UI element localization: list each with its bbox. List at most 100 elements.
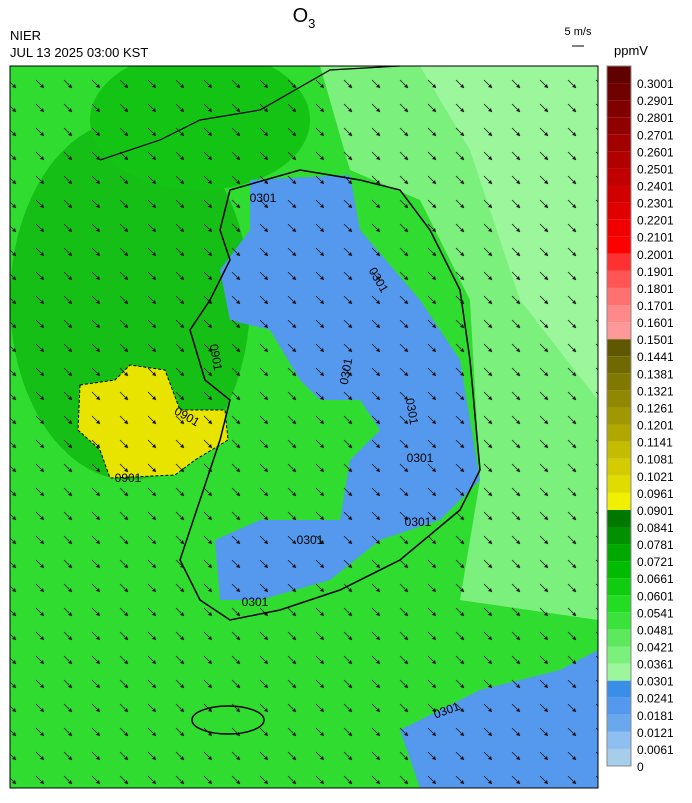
wind-field bbox=[10, 66, 598, 788]
colorbar-tick-label: 0.0121 bbox=[637, 726, 674, 740]
colorbar-swatch bbox=[607, 748, 631, 766]
colorbar-swatch bbox=[607, 236, 631, 254]
colorbar-tick-label: 0.2201 bbox=[637, 214, 674, 228]
colorbar-swatch bbox=[607, 322, 631, 340]
colorbar-swatch bbox=[607, 373, 631, 391]
colorbar-swatch bbox=[607, 441, 631, 459]
map-frame bbox=[9, 65, 599, 789]
colorbar-swatch bbox=[607, 390, 631, 408]
colorbar-frame bbox=[606, 65, 632, 767]
colorbar-swatch bbox=[607, 168, 631, 186]
colorbar-tick-label: 0.0061 bbox=[637, 743, 674, 757]
wind-scale-label: 5 m/s bbox=[565, 26, 592, 38]
colorbar-swatch bbox=[607, 680, 631, 698]
unit: ppmV bbox=[614, 43, 648, 58]
colorbar-swatch bbox=[607, 612, 631, 630]
colorbar-swatch bbox=[607, 83, 631, 101]
contour-label: 0301 bbox=[242, 595, 269, 609]
colorbar: 0 0.0061 0.0121 0.0181 0.0241 0.0301 0.0361 0.0… bbox=[606, 65, 674, 774]
contour-label: 0301 bbox=[297, 533, 324, 547]
colorbar-swatch bbox=[607, 100, 631, 118]
colorbar-swatch bbox=[607, 270, 631, 288]
colorbar-swatch bbox=[607, 424, 631, 442]
colorbar-tick-label: 0.2401 bbox=[637, 180, 674, 194]
colorbar-tick-label: 0.0961 bbox=[637, 487, 674, 501]
colorbar-swatch bbox=[607, 629, 631, 647]
colorbar-tick-label: 0.0721 bbox=[637, 555, 674, 569]
colorbar-tick-label: 0.2701 bbox=[637, 128, 674, 142]
colorbar-tick-label: 0 bbox=[637, 760, 644, 774]
colorbar-tick-label: 0.1801 bbox=[637, 282, 674, 296]
colorbar-swatch bbox=[607, 509, 631, 527]
colorbar-tick-label: 0.1601 bbox=[637, 316, 674, 330]
colorbar-swatch bbox=[607, 697, 631, 715]
colorbar-tick-label: 0.1141 bbox=[637, 436, 673, 450]
map: 0301030103010301030103010301030103010901… bbox=[10, 66, 598, 788]
colorbar-tick-label: 0.2301 bbox=[637, 197, 674, 211]
colorbar-tick-label: 0.3001 bbox=[637, 77, 674, 91]
colorbar-swatch bbox=[607, 219, 631, 237]
contour-label: 0901 bbox=[115, 471, 142, 485]
colorbar-tick-label: 0.0301 bbox=[637, 675, 674, 689]
colorbar-tick-label: 0.2901 bbox=[637, 94, 674, 108]
colorbar-tick-label: 0.1021 bbox=[637, 470, 674, 484]
colorbar-swatch bbox=[607, 134, 631, 152]
colorbar-tick-label: 0.0181 bbox=[637, 709, 674, 723]
contour-label: 0301 bbox=[403, 397, 421, 426]
colorbar-swatch bbox=[607, 578, 631, 596]
colorbar-tick-label: 0.1901 bbox=[637, 265, 674, 279]
colorbar-tick-label: 0.0541 bbox=[637, 606, 674, 620]
contour-label: 0301 bbox=[405, 515, 432, 529]
colorbar-tick-label: 0.2101 bbox=[637, 231, 674, 245]
contour-label: 0301 bbox=[407, 451, 434, 465]
colorbar-swatch bbox=[607, 407, 631, 425]
colorbar-tick-label: 0.1381 bbox=[637, 367, 674, 381]
colorbar-swatch bbox=[607, 475, 631, 493]
colorbar-tick-label: 0.0241 bbox=[637, 692, 674, 706]
colorbar-swatch bbox=[607, 646, 631, 664]
colorbar-tick-label: 0.0361 bbox=[637, 658, 674, 672]
agency: NIER bbox=[10, 28, 41, 43]
colorbar-tick-label: 0.0901 bbox=[637, 504, 674, 518]
contour-label: 0301 bbox=[250, 191, 277, 205]
colorbar-swatch bbox=[607, 731, 631, 749]
datetime: JUL 13 2025 03:00 KST bbox=[10, 45, 148, 60]
contour-label: 0301 bbox=[337, 357, 355, 386]
colorbar-swatch bbox=[607, 66, 631, 84]
colorbar-swatch bbox=[607, 526, 631, 545]
colorbar-tick-label: 0.1701 bbox=[637, 299, 674, 313]
colorbar-swatch bbox=[607, 151, 631, 169]
colorbar-tick-label: 0.2801 bbox=[637, 111, 674, 125]
colorbar-swatch bbox=[607, 339, 631, 357]
colorbar-tick-label: 0.0481 bbox=[637, 623, 674, 637]
colorbar-tick-label: 0.1501 bbox=[637, 333, 674, 347]
colorbar-swatch bbox=[607, 117, 631, 135]
colorbar-tick-label: 0.1201 bbox=[637, 419, 674, 433]
colorbar-swatch bbox=[607, 202, 631, 220]
colorbar-tick-label: 0.1321 bbox=[637, 384, 674, 398]
colorbar-swatch bbox=[607, 492, 631, 510]
colorbar-tick-label: 0.1261 bbox=[637, 401, 674, 415]
colorbar-tick-label: 0.2601 bbox=[637, 145, 674, 159]
colorbar-tick-label: 0.0841 bbox=[637, 521, 674, 535]
colorbar-swatch bbox=[607, 458, 631, 476]
colorbar-swatch bbox=[607, 544, 631, 562]
colorbar-swatch bbox=[607, 287, 631, 306]
title: O3 bbox=[293, 5, 316, 31]
colorbar-swatch bbox=[607, 561, 631, 579]
colorbar-tick-label: 0.1441 bbox=[637, 350, 674, 364]
contour-label: 0901 bbox=[207, 343, 225, 372]
colorbar-swatch bbox=[607, 253, 631, 271]
colorbar-tick-label: 0.0601 bbox=[637, 589, 674, 603]
colorbar-swatch bbox=[607, 305, 631, 323]
colorbar-tick-label: 0.1081 bbox=[637, 453, 674, 467]
colorbar-swatch bbox=[607, 356, 631, 374]
colorbar-tick-label: 0.2001 bbox=[637, 248, 674, 262]
colorbar-swatch bbox=[607, 595, 631, 613]
colorbar-swatch bbox=[607, 663, 631, 681]
colorbar-swatch bbox=[607, 185, 631, 203]
colorbar-swatch bbox=[607, 714, 631, 732]
colorbar-tick-label: 0.0661 bbox=[637, 572, 674, 586]
colorbar-tick-label: 0.2501 bbox=[637, 162, 674, 176]
